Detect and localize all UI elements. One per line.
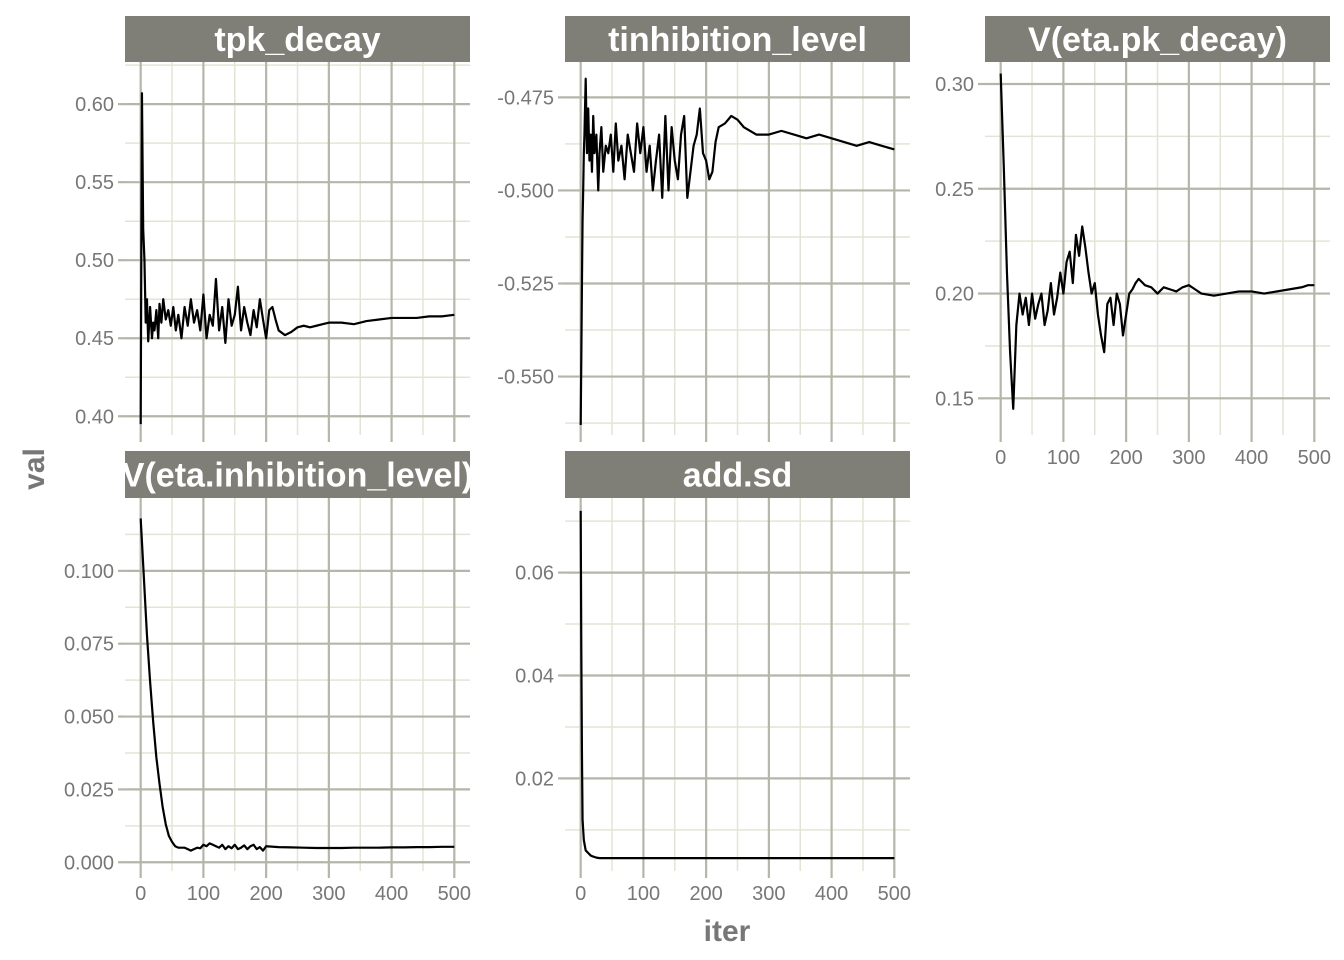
facet-strip [985, 16, 1330, 62]
facet-strip-title: tpk_decay [214, 21, 380, 59]
y-tick-label: -0.550 [497, 367, 554, 389]
y-tick-label: -0.475 [497, 87, 554, 109]
y-tick-label: 0.000 [64, 852, 114, 874]
x-tick-label: 0 [575, 883, 586, 905]
x-tick-label: 100 [187, 883, 220, 905]
y-tick-label: 0.55 [75, 172, 114, 194]
facet-panel: 0.40 0.45 0.50 0.55 0.60 tpk_decay [75, 16, 470, 442]
facet-strip [565, 451, 910, 498]
y-tick-label: -0.525 [497, 273, 554, 295]
series-line [579, 510, 895, 860]
x-tick-label: 200 [689, 883, 722, 905]
facet-strip-title: V(eta.inhibition_level) [122, 457, 473, 495]
x-tick-label: 400 [1235, 447, 1268, 469]
y-tick-label: 0.15 [935, 388, 974, 410]
series-line [139, 92, 455, 425]
y-tick-label: 0.25 [935, 179, 974, 201]
y-tick-label: 0.20 [935, 284, 974, 306]
x-tick-label: 200 [249, 883, 282, 905]
y-axis-title: val [18, 448, 51, 490]
y-tick-label: 0.100 [64, 561, 114, 583]
series-line [139, 518, 455, 852]
x-tick-label: 300 [1172, 447, 1205, 469]
series-line [999, 73, 1315, 410]
x-tick-label: 500 [878, 883, 911, 905]
x-tick-label: 500 [438, 883, 471, 905]
y-tick-label: 0.04 [515, 665, 554, 687]
x-tick-label: 0 [995, 447, 1006, 469]
x-tick-label: 300 [752, 883, 785, 905]
x-tick-label: 100 [1047, 447, 1080, 469]
y-tick-label: 0.075 [64, 634, 114, 656]
facet-panel: 0.02 0.04 0.06 0 100 200 300 400 500 add.sd [515, 451, 911, 905]
x-tick-label: 500 [1298, 447, 1331, 469]
y-tick-label: 0.40 [75, 406, 114, 428]
y-tick-label: -0.500 [497, 180, 554, 202]
y-tick-label: 0.45 [75, 328, 114, 350]
series-line [579, 77, 895, 425]
y-tick-label: 0.30 [935, 74, 974, 96]
y-tick-label: 0.60 [75, 94, 114, 116]
x-tick-label: 400 [815, 883, 848, 905]
y-tick-label: 0.50 [75, 250, 114, 272]
x-tick-label: 300 [312, 883, 345, 905]
facet-panel: 0.15 0.20 0.25 0.30 0 100 200 300 400 500 V(eta.pk… [935, 16, 1331, 469]
x-tick-label: 100 [627, 883, 660, 905]
facet-strip-title: tinhibition_level [608, 21, 867, 59]
facet-strip [125, 451, 470, 498]
facet-strip-title: V(eta.pk_decay) [1028, 21, 1287, 59]
y-tick-label: 0.02 [515, 768, 554, 790]
y-tick-label: 0.06 [515, 563, 554, 585]
facet-strip [125, 16, 470, 62]
facet-panel: -0.550 -0.525 -0.500 -0.475 tinhibition_leve… [497, 16, 910, 442]
x-tick-label: 400 [375, 883, 408, 905]
x-tick-label: 0 [135, 883, 146, 905]
facet-strip [565, 16, 910, 62]
facet-panel: 0.000 0.025 0.050 0.075 0.100 0 100 200 300 400 50… [64, 451, 473, 905]
facet-strip-title: add.sd [683, 457, 793, 495]
y-tick-label: 0.050 [64, 707, 114, 729]
x-tick-label: 200 [1109, 447, 1142, 469]
x-axis-title: iter [704, 915, 751, 948]
y-tick-label: 0.025 [64, 779, 114, 801]
